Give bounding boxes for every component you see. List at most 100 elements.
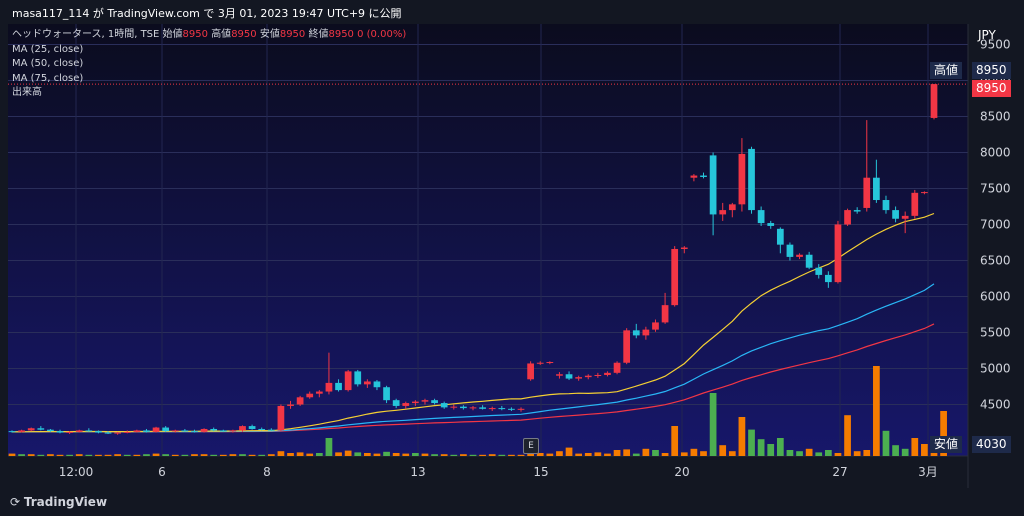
candle-body bbox=[421, 400, 429, 402]
tradingview-logo[interactable]: ⟳ TradingView bbox=[10, 495, 107, 509]
legend-ma25[interactable]: MA (25, close) bbox=[12, 43, 84, 55]
low-value-tag: 4030 bbox=[972, 436, 1011, 453]
candle-body bbox=[239, 426, 246, 431]
candle-body bbox=[171, 430, 179, 432]
candle-body bbox=[267, 429, 275, 431]
volume-bar bbox=[469, 454, 477, 456]
candle-body bbox=[613, 362, 621, 373]
volume-bar bbox=[123, 454, 131, 456]
volume-bar bbox=[565, 447, 573, 456]
candle-body bbox=[27, 428, 35, 431]
candle-body bbox=[498, 408, 506, 410]
legend-close-value: 8950 bbox=[328, 29, 354, 40]
volume-bar bbox=[392, 453, 400, 456]
volume-bar bbox=[114, 454, 122, 456]
volume-bar bbox=[229, 454, 237, 456]
candle-body bbox=[450, 406, 458, 408]
publish-info: masa117_114 が TradingView.com で 3月 01, 2… bbox=[12, 7, 402, 20]
chart-area[interactable]: 9500900085008000750070006500600055005000… bbox=[0, 24, 1024, 488]
tradingview-logo-text: TradingView bbox=[23, 495, 108, 509]
candle-body bbox=[219, 430, 227, 432]
plot-background bbox=[8, 24, 968, 456]
legend-change: 0 (0.00%) bbox=[357, 29, 407, 40]
candle-body bbox=[66, 431, 73, 433]
volume-bar bbox=[604, 453, 611, 456]
tradingview-logo-icon: ⟳ bbox=[10, 495, 21, 509]
volume-bar bbox=[517, 454, 525, 456]
legend-volume[interactable]: 出来高 bbox=[12, 87, 42, 98]
volume-bar bbox=[440, 454, 448, 456]
candle-body bbox=[700, 175, 707, 177]
volume-bar bbox=[700, 451, 707, 456]
candle-body bbox=[47, 429, 54, 432]
candle-body bbox=[604, 372, 611, 375]
volume-bar bbox=[882, 430, 890, 456]
volume-bar bbox=[776, 438, 784, 456]
y-tick-label: 9500 bbox=[980, 38, 1011, 52]
candle-body bbox=[738, 153, 746, 205]
candle-body bbox=[873, 177, 880, 201]
volume-bar bbox=[258, 454, 266, 456]
volume-bar bbox=[306, 453, 314, 456]
price-chart[interactable]: 9500900085008000750070006500600055005000… bbox=[0, 24, 1024, 488]
candle-body bbox=[786, 244, 794, 257]
candle-body bbox=[709, 155, 717, 215]
legend-high-value: 8950 bbox=[231, 29, 257, 40]
candle-body bbox=[344, 371, 352, 391]
volume-bar bbox=[354, 452, 362, 456]
volume-bar bbox=[546, 453, 554, 456]
volume-bar bbox=[248, 454, 256, 456]
candle-body bbox=[277, 405, 285, 431]
volume-bar bbox=[786, 450, 794, 456]
candle-body bbox=[680, 247, 688, 249]
candle-body bbox=[575, 377, 583, 379]
candle-body bbox=[767, 223, 775, 226]
volume-bar bbox=[671, 426, 679, 456]
candle-body bbox=[556, 374, 563, 376]
y-tick-label: 6000 bbox=[980, 290, 1011, 304]
candle-body bbox=[911, 192, 919, 216]
volume-bar bbox=[575, 453, 583, 456]
volume-bar bbox=[853, 451, 861, 456]
publish-header: masa117_114 が TradingView.com で 3月 01, 2… bbox=[0, 0, 1024, 24]
candle-body bbox=[431, 400, 438, 404]
candle-body bbox=[805, 254, 813, 268]
candle-body bbox=[517, 408, 525, 410]
volume-bar bbox=[796, 451, 803, 456]
candle-body bbox=[546, 362, 554, 364]
volume-bar bbox=[719, 445, 727, 456]
candle-body bbox=[527, 363, 534, 380]
candle-body bbox=[95, 431, 102, 433]
volume-bar bbox=[162, 454, 170, 456]
volume-bar bbox=[930, 451, 938, 456]
high-label-tag: 高値 bbox=[930, 62, 963, 79]
candle-body bbox=[143, 430, 150, 432]
candle-body bbox=[248, 426, 256, 429]
volume-bar bbox=[911, 438, 919, 456]
y-tick-label: 7000 bbox=[980, 218, 1011, 232]
candle-body bbox=[123, 431, 131, 433]
x-tick-label: 15 bbox=[533, 465, 548, 479]
volume-bar bbox=[479, 454, 486, 456]
candle-body bbox=[56, 431, 64, 433]
volume-bar bbox=[584, 453, 592, 456]
candle-body bbox=[824, 274, 832, 283]
legend-open-label: 始値 bbox=[162, 29, 183, 40]
volume-bar bbox=[508, 454, 515, 456]
low-label-tag: 安値 bbox=[930, 436, 963, 453]
volume-bar bbox=[181, 454, 189, 456]
candle-body bbox=[488, 408, 496, 410]
x-tick-label: 20 bbox=[674, 465, 689, 479]
candle-body bbox=[671, 248, 679, 306]
legend-ma75[interactable]: MA (75, close) bbox=[12, 72, 84, 84]
candle-body bbox=[690, 175, 698, 178]
volume-bar bbox=[191, 454, 198, 456]
candle-body bbox=[584, 375, 592, 378]
earnings-badge[interactable]: E bbox=[523, 438, 539, 454]
volume-bar bbox=[56, 454, 64, 456]
high-value-tag: 8950 bbox=[972, 62, 1011, 79]
volume-bar bbox=[18, 454, 25, 456]
volume-bar bbox=[488, 454, 496, 456]
candle-body bbox=[796, 254, 803, 257]
legend-ma50[interactable]: MA (50, close) bbox=[12, 58, 84, 69]
